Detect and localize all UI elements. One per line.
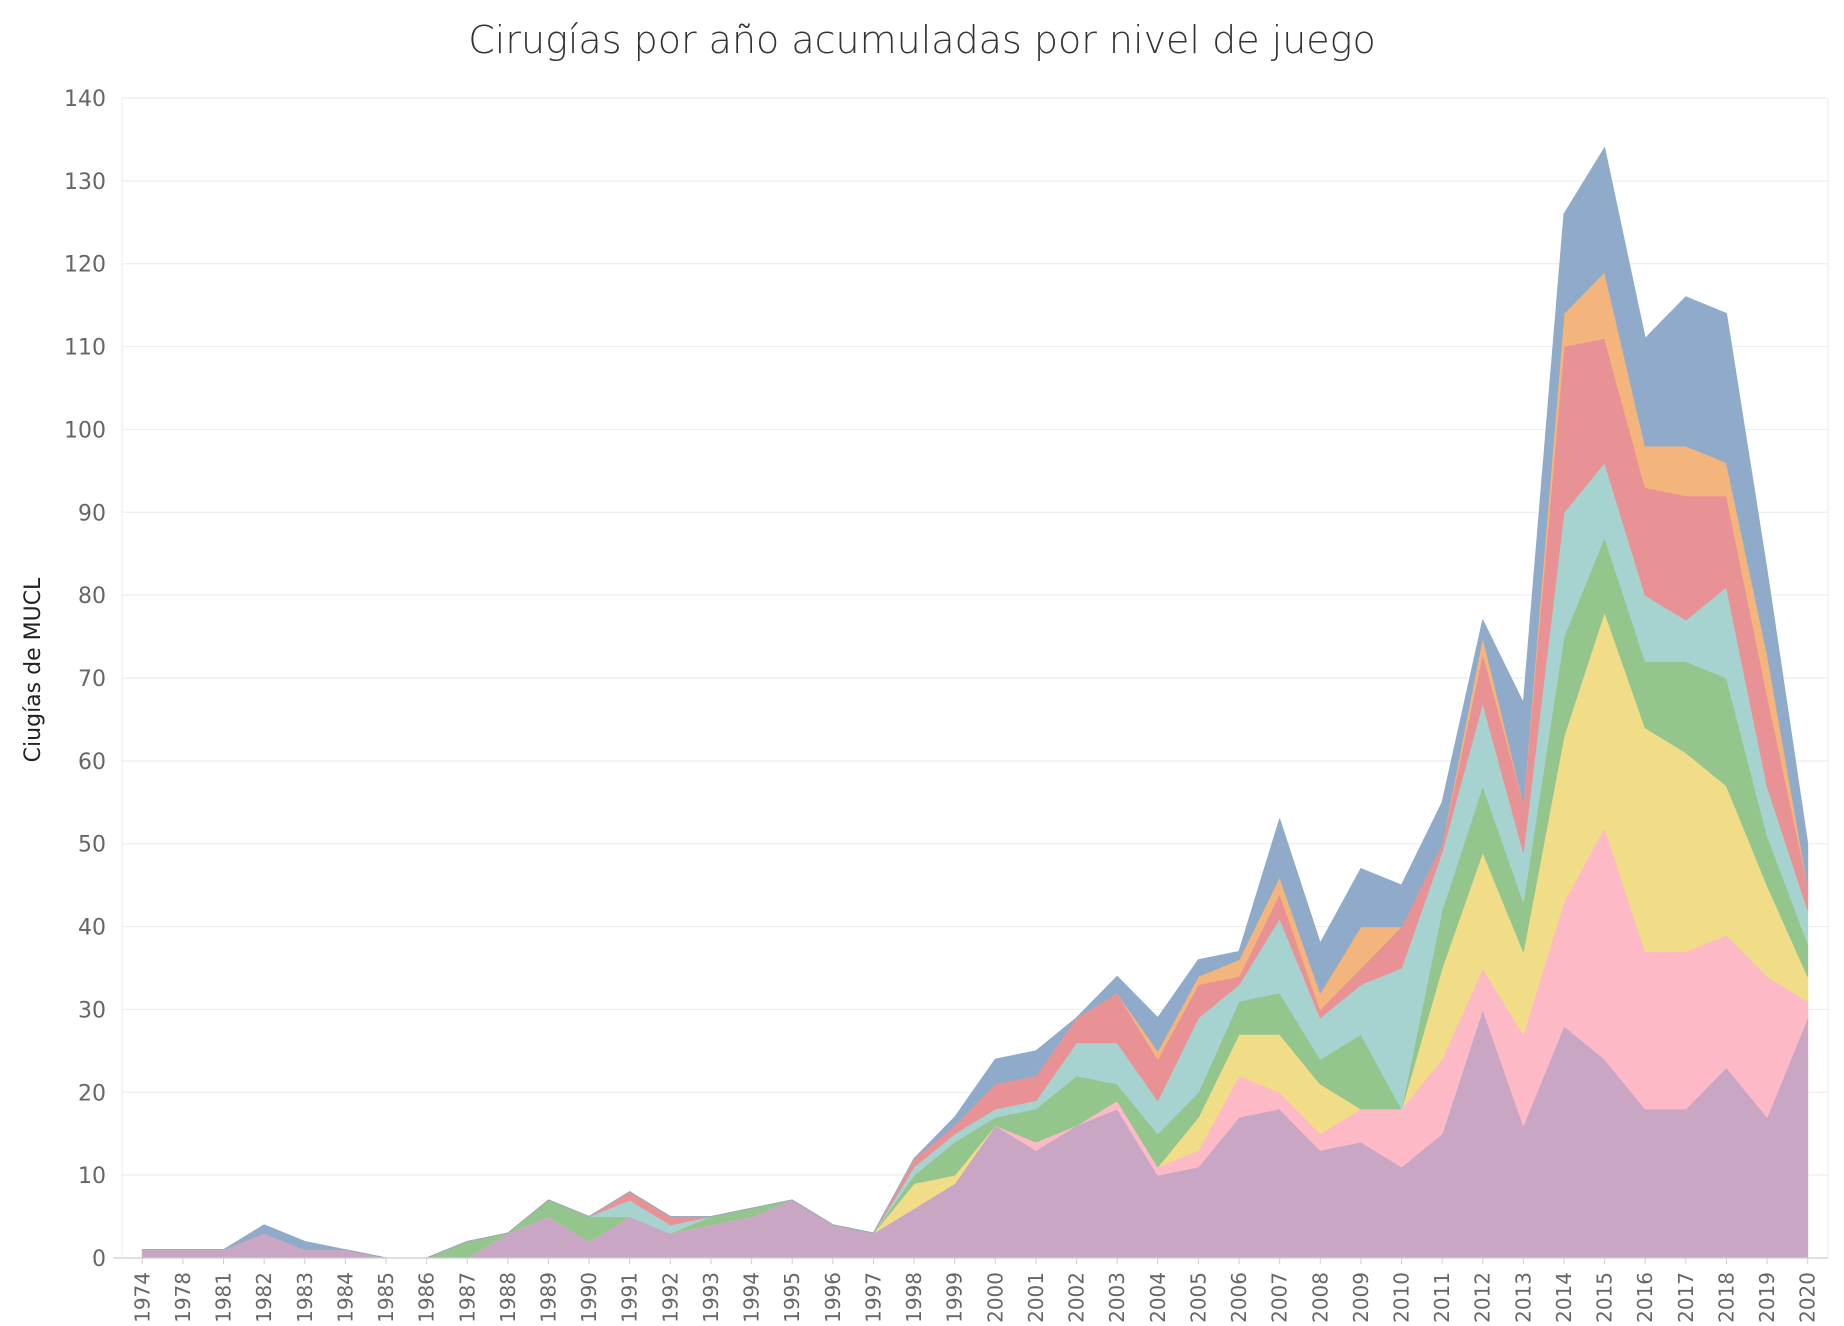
x-tick-label: 2003 xyxy=(1105,1272,1129,1323)
x-tick-label: 1978 xyxy=(171,1272,195,1323)
x-tick-label: 1994 xyxy=(740,1272,764,1323)
x-tick-label: 2000 xyxy=(983,1272,1007,1323)
x-tick-label: 1991 xyxy=(618,1272,642,1323)
x-tick-label: 1981 xyxy=(212,1272,236,1323)
x-tick-label: 2009 xyxy=(1349,1272,1373,1323)
x-tick-label: 2010 xyxy=(1390,1272,1414,1323)
x-tick-label: 2013 xyxy=(1511,1272,1535,1323)
x-tick-label: 2002 xyxy=(1065,1272,1089,1323)
x-tick-label: 2015 xyxy=(1593,1272,1617,1323)
x-tick-label: 1974 xyxy=(130,1272,154,1323)
x-tick-label: 2019 xyxy=(1755,1272,1779,1323)
x-tick-label: 1993 xyxy=(699,1272,723,1323)
area-series xyxy=(141,147,1809,1259)
y-tick-label: 0 xyxy=(92,1247,106,1272)
x-tick-label: 2007 xyxy=(1268,1272,1292,1323)
x-tick-label: 1999 xyxy=(943,1272,967,1323)
x-tick-label: 1987 xyxy=(455,1272,479,1323)
x-tick-label: 2008 xyxy=(1308,1272,1332,1323)
y-tick-label: 70 xyxy=(78,667,106,692)
x-tick-label: 1998 xyxy=(902,1272,926,1323)
y-tick-label: 40 xyxy=(78,916,106,941)
x-tick-label: 1990 xyxy=(577,1272,601,1323)
x-tick-label: 1985 xyxy=(374,1272,398,1323)
x-tick-label: 1986 xyxy=(415,1272,439,1323)
y-tick-label: 30 xyxy=(78,998,106,1023)
x-tick-label: 1982 xyxy=(252,1272,276,1323)
x-tick-label: 2006 xyxy=(1227,1272,1251,1323)
x-tick-label: 2011 xyxy=(1430,1272,1454,1323)
x-tick-label: 2004 xyxy=(1146,1272,1170,1323)
x-tick-label: 1988 xyxy=(496,1272,520,1323)
y-tick-label: 10 xyxy=(78,1164,106,1189)
y-tick-label: 120 xyxy=(64,253,106,278)
y-tick-label: 90 xyxy=(78,501,106,526)
area-series-8 xyxy=(141,147,1809,1259)
x-tick-label: 1992 xyxy=(658,1272,682,1323)
y-tick-label: 20 xyxy=(78,1081,106,1106)
y-tick-label: 110 xyxy=(64,336,106,361)
x-tick-label: 2014 xyxy=(1552,1272,1576,1323)
y-tick-label: 80 xyxy=(78,584,106,609)
x-tick-label: 1996 xyxy=(821,1272,845,1323)
x-tick-label: 1989 xyxy=(537,1272,561,1323)
x-tick-label: 2012 xyxy=(1471,1272,1495,1323)
y-tick-label: 60 xyxy=(78,750,106,775)
x-tick-label: 2017 xyxy=(1674,1272,1698,1323)
x-tick-label: 1983 xyxy=(293,1272,317,1323)
y-axis-label: Ciugías de MUCL xyxy=(21,577,46,762)
x-tick-label: 1984 xyxy=(333,1272,357,1323)
y-tick-label: 50 xyxy=(78,833,106,858)
x-tick-label: 2001 xyxy=(1024,1272,1048,1323)
x-tick-label: 1995 xyxy=(780,1272,804,1323)
y-tick-label: 130 xyxy=(64,170,106,195)
x-tick-label: 2020 xyxy=(1796,1272,1820,1323)
x-tick-label: 2016 xyxy=(1633,1272,1657,1323)
y-tick-label: 140 xyxy=(64,87,106,112)
x-tick-label: 1997 xyxy=(861,1272,885,1323)
axes: 0 10 20 30 40 50 60 70 80 90 100 110 120 130 140 1974 19… xyxy=(64,87,1828,1323)
x-tick-label: 2005 xyxy=(1186,1272,1210,1323)
chart-title: Cirugías por año acumuladas por nivel de… xyxy=(468,18,1376,62)
y-tick-label: 100 xyxy=(64,418,106,443)
x-tick-label: 2018 xyxy=(1714,1272,1738,1323)
